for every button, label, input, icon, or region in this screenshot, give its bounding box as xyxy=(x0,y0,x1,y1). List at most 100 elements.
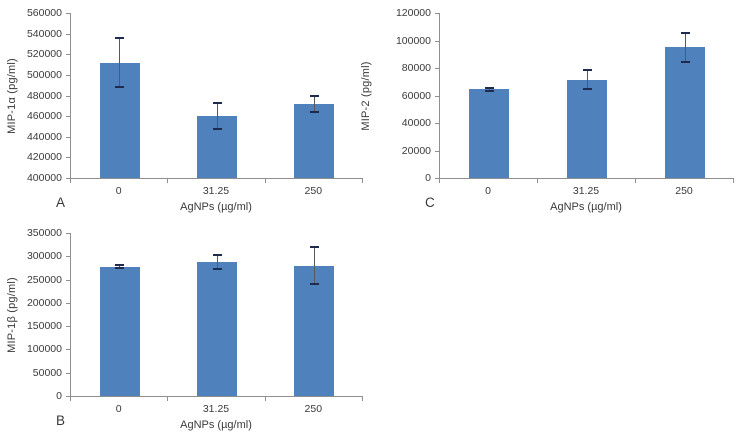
x-tick-mark xyxy=(70,397,71,401)
y-tick-mark xyxy=(66,233,70,234)
x-tick-mark xyxy=(635,179,636,183)
y-tick-mark xyxy=(66,116,70,118)
y-tick-mark xyxy=(66,33,70,35)
y-tick-label: 60000 xyxy=(401,89,431,102)
x-tick-mark xyxy=(362,179,363,183)
y-tick-mark xyxy=(66,74,70,76)
y-tick-label: 0 xyxy=(56,390,62,402)
y-tick-mark xyxy=(435,40,439,42)
error-bar-cap-top xyxy=(212,102,222,105)
error-bar-cap-bottom xyxy=(309,111,319,113)
y-tick-mark xyxy=(66,256,70,258)
x-tick-mark xyxy=(70,179,71,183)
x-tick-mark xyxy=(167,397,169,401)
y-tick-label: 540000 xyxy=(26,27,62,40)
y-tick-mark xyxy=(66,157,70,159)
y-tick-label: 80000 xyxy=(401,62,431,74)
y-tick-mark xyxy=(66,302,70,304)
y-tick-label: 440000 xyxy=(26,130,62,143)
y-tick-label: 120000 xyxy=(395,7,431,19)
plot-area xyxy=(439,13,734,179)
y-tick-mark xyxy=(66,396,70,397)
y-tick-label: 420000 xyxy=(26,151,62,164)
plot-area xyxy=(70,13,363,179)
y-tick-mark xyxy=(66,54,70,56)
chart-panel-A: MIP-1α (pg/ml) AgNPs (µg/ml) A 400000 420… xyxy=(0,0,371,221)
y-tick-label: 520000 xyxy=(26,48,62,61)
x-tick-mark xyxy=(733,179,734,183)
y-tick-label: 460000 xyxy=(26,110,62,123)
y-tick-label: 350000 xyxy=(26,227,62,239)
x-tick-mark xyxy=(537,179,538,183)
error-bar-cap-top xyxy=(212,253,222,256)
y-tick-label: 150000 xyxy=(26,320,62,333)
error-bar-whisker xyxy=(216,103,218,130)
error-bar-whisker xyxy=(216,254,218,269)
y-tick-label: 500000 xyxy=(26,68,62,81)
chart-panel-B: MIP-1β (pg/ml) AgNPs (µg/ml) B 0 50000 100… xyxy=(0,221,371,442)
x-tick-mark xyxy=(167,179,169,183)
x-tick-label: 0 xyxy=(115,185,122,197)
error-bar-cap-bottom xyxy=(212,128,222,131)
error-bar-cap-bottom xyxy=(680,60,690,63)
panel-label: B xyxy=(56,413,66,428)
bar xyxy=(665,47,705,178)
bar xyxy=(567,79,607,178)
x-tick-mark xyxy=(439,179,440,183)
error-bar-whisker xyxy=(488,87,490,91)
y-tick-mark xyxy=(66,13,70,14)
error-bar-whisker xyxy=(586,70,588,90)
x-tick-label: 0 xyxy=(485,185,491,197)
y-tick-mark xyxy=(435,95,439,97)
y-tick-label: 560000 xyxy=(26,7,62,19)
error-bar-whisker xyxy=(684,32,686,62)
error-bar-cap-top xyxy=(309,246,319,249)
y-tick-mark xyxy=(435,68,439,69)
y-tick-label: 480000 xyxy=(26,89,62,102)
y-tick-mark xyxy=(66,178,70,179)
y-tick-label: 300000 xyxy=(26,250,62,263)
error-bar-cap-bottom xyxy=(309,282,319,285)
error-bar-whisker xyxy=(119,265,121,268)
y-tick-mark xyxy=(66,372,70,374)
plot-area xyxy=(70,233,363,397)
y-tick-label: 400000 xyxy=(26,172,62,184)
y-tick-mark xyxy=(435,123,439,124)
bar xyxy=(294,265,335,396)
error-bar-cap-top xyxy=(680,31,690,34)
x-tick-label: 31.25 xyxy=(572,185,600,197)
error-bar-whisker xyxy=(313,95,315,112)
y-tick-mark xyxy=(435,13,439,14)
error-bar-cap-top xyxy=(115,264,125,267)
error-bar-cap-top xyxy=(582,69,592,72)
y-tick-label: 200000 xyxy=(26,296,62,309)
error-bar-cap-top xyxy=(309,94,319,97)
x-tick-label: 31.25 xyxy=(202,403,230,415)
y-tick-mark xyxy=(66,349,70,351)
y-tick-label: 100000 xyxy=(395,34,431,47)
error-bar-cap-bottom xyxy=(582,88,592,91)
x-tick-label: 250 xyxy=(675,185,693,197)
bar xyxy=(197,261,237,396)
bar xyxy=(469,89,509,178)
panel-label: C xyxy=(425,195,435,210)
x-tick-label: 250 xyxy=(304,185,323,197)
error-bar-cap-bottom xyxy=(212,267,222,270)
x-tick-label: 31.25 xyxy=(202,185,230,197)
y-tick-mark xyxy=(435,178,439,179)
error-bar-cap-top xyxy=(484,86,494,89)
error-bar-cap-bottom xyxy=(484,89,494,92)
y-tick-mark xyxy=(66,136,70,138)
x-axis-title: AgNPs (µg/ml) xyxy=(180,201,252,213)
x-tick-mark xyxy=(362,397,363,401)
error-bar-cap-bottom xyxy=(115,266,125,269)
panel-label: A xyxy=(56,195,66,210)
error-bar-cap-top xyxy=(115,36,125,39)
y-tick-mark xyxy=(66,279,70,281)
y-tick-mark xyxy=(66,95,70,97)
x-axis-title: AgNPs (µg/ml) xyxy=(550,201,622,213)
y-axis-title: MIP-1β (pg/ml) xyxy=(6,276,18,353)
error-bar-cap-bottom xyxy=(115,86,125,89)
bar xyxy=(294,103,335,178)
